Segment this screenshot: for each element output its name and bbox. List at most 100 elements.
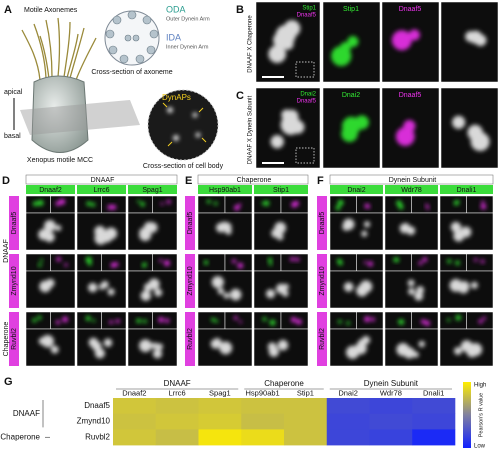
blob	[480, 259, 485, 264]
side-label: DNAAF X Chaperone	[248, 15, 254, 73]
signal	[447, 259, 460, 266]
blob	[474, 258, 478, 262]
apical: apical	[4, 89, 23, 96]
blob	[136, 318, 141, 324]
micrograph	[127, 270, 178, 309]
magenta-label: Dnaaf5	[297, 99, 317, 105]
signal	[420, 319, 431, 326]
heatmap-row: Dnaaf5	[84, 401, 110, 410]
blob	[414, 291, 424, 301]
colorbar-title: Pearson's R value	[478, 393, 484, 437]
signal	[88, 280, 115, 296]
blob	[59, 198, 66, 205]
blob	[159, 258, 163, 263]
signal	[206, 199, 218, 206]
blob	[91, 202, 96, 207]
blob	[55, 201, 61, 206]
signal	[449, 279, 478, 294]
blob	[55, 320, 61, 325]
row-label: Zmynd10	[187, 266, 194, 295]
blob	[158, 316, 164, 323]
micrograph	[152, 195, 178, 214]
signal	[396, 200, 404, 210]
panel-label: A	[4, 4, 12, 16]
plane	[20, 100, 140, 135]
magenta-label: Dnaaf5	[297, 13, 317, 19]
row-tag	[317, 312, 327, 366]
blob	[418, 261, 423, 266]
signal	[233, 316, 242, 324]
heatmap-cell	[198, 413, 242, 430]
blob	[268, 343, 276, 352]
signal	[140, 278, 163, 301]
blob	[453, 346, 462, 355]
blob	[393, 257, 397, 262]
blob	[482, 316, 486, 320]
heatmap-cell	[284, 398, 328, 414]
blob	[164, 318, 170, 323]
blob	[163, 260, 170, 267]
blob	[263, 200, 270, 206]
blob	[447, 259, 452, 264]
signal	[343, 280, 373, 297]
blob	[407, 279, 415, 287]
micrograph	[329, 253, 357, 272]
blob	[337, 258, 342, 263]
micrograph	[329, 212, 384, 251]
row-tag	[317, 254, 327, 308]
signal	[210, 338, 233, 355]
micrograph	[197, 328, 253, 367]
blob	[111, 204, 117, 210]
heatmap-cell	[412, 398, 456, 414]
signal	[447, 314, 462, 322]
blob	[43, 220, 56, 232]
blob	[142, 262, 147, 267]
group-bar	[197, 174, 309, 185]
blob	[343, 282, 354, 292]
signal	[270, 109, 305, 149]
cell-caption: Xenopus motile MCC	[27, 157, 93, 164]
row-tag	[9, 254, 19, 308]
panel-label: G	[4, 376, 13, 388]
heatmap-column: Stip1	[297, 388, 314, 397]
micrograph	[384, 253, 412, 272]
row-label: Ruvbl2	[187, 328, 194, 350]
column-tag	[26, 185, 75, 194]
blob	[396, 342, 410, 357]
heatmap-cell	[326, 413, 370, 430]
blob	[356, 284, 368, 297]
micrograph	[127, 253, 153, 272]
blob	[269, 319, 276, 326]
blob	[282, 290, 289, 297]
blob	[346, 321, 350, 325]
blob	[239, 320, 242, 324]
heatmap-column: Hsp90ab1	[246, 388, 280, 397]
signal	[337, 258, 343, 266]
column-label: Wdr78	[401, 187, 422, 194]
heatmap-cell	[412, 429, 456, 446]
micrograph	[197, 195, 226, 214]
blob	[213, 338, 222, 347]
blob	[458, 282, 469, 294]
signal	[55, 316, 69, 325]
signal	[331, 36, 359, 67]
blob	[37, 199, 44, 206]
row-tag	[185, 312, 195, 366]
heatmap-cell	[369, 398, 413, 414]
signal	[234, 203, 242, 211]
blob	[268, 262, 273, 266]
blob	[233, 316, 238, 320]
blob	[109, 320, 114, 325]
signal	[474, 258, 485, 264]
micrograph	[411, 253, 439, 272]
heatmap-row: Zmynd10	[77, 417, 111, 426]
micrograph	[76, 328, 127, 367]
blob	[140, 290, 152, 301]
colorbar-low: Low	[474, 444, 486, 450]
heatmap-cell	[113, 429, 157, 446]
heatmap-cell	[326, 398, 370, 414]
group-label: Chaperone	[237, 177, 272, 184]
signal	[86, 201, 96, 207]
signal	[425, 203, 430, 210]
